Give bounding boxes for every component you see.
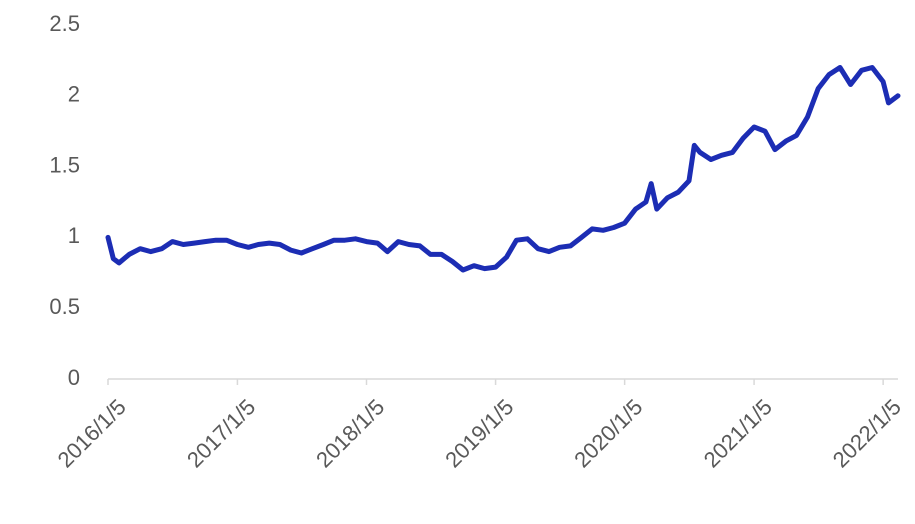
line — [105, 65, 901, 273]
y-tick-label: 0 — [68, 365, 80, 390]
x-tick-label: 2017/1/5 — [182, 394, 260, 472]
x-tick-label: 2018/1/5 — [311, 394, 389, 472]
y-tick-label: 2 — [68, 82, 80, 107]
x-tick-label: 2021/1/5 — [699, 394, 777, 472]
x-tick-label: 2016/1/5 — [53, 394, 131, 472]
x-tick-label: 2019/1/5 — [440, 394, 518, 472]
y-tick-label: 1 — [68, 223, 80, 248]
x-tick-label: 2022/1/5 — [828, 394, 906, 472]
y-tick-label: 0.5 — [49, 294, 80, 319]
x-tick-label: 2020/1/5 — [569, 394, 647, 472]
y-tick-label: 1.5 — [49, 152, 80, 177]
y-tick-label: 2.5 — [49, 11, 80, 36]
